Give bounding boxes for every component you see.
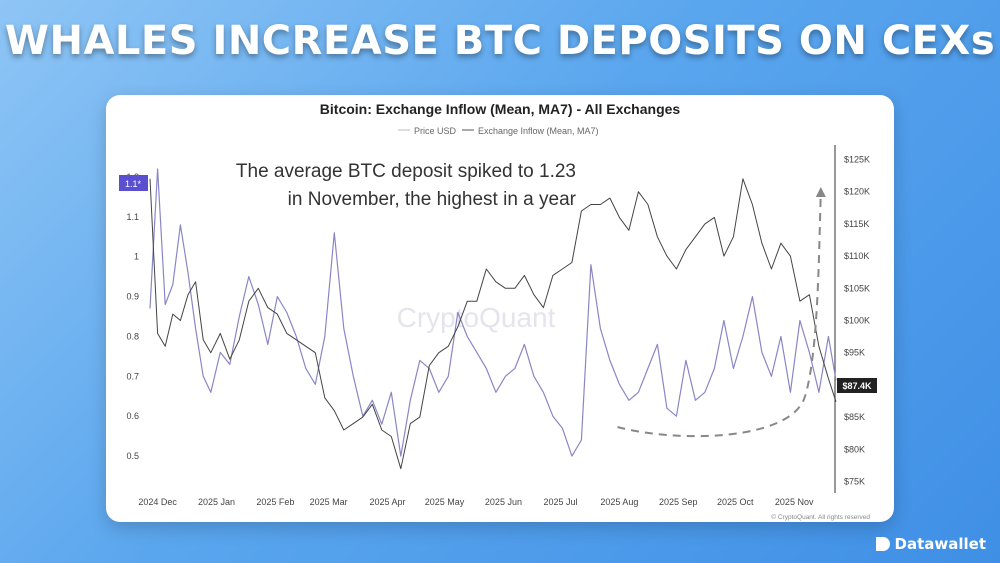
left-tick-label-4: 0.9 xyxy=(126,292,139,302)
x-tick-label-7: 2025 Jul xyxy=(543,497,577,507)
annotation-text-0: The average BTC deposit spiked to 1.23 xyxy=(236,161,576,182)
annotation-arrow-line xyxy=(617,194,822,438)
x-tick-label-11: 2025 Nov xyxy=(775,497,814,507)
x-tick-label-8: 2025 Aug xyxy=(600,497,638,507)
right-tick-label-4: $95K xyxy=(844,348,865,358)
inflow-current-marker-bg xyxy=(119,175,148,191)
right-tick-label-10: $125K xyxy=(844,154,870,164)
headline: WHALES INCREASE BTC DEPOSITS ON CEXs xyxy=(4,18,996,64)
x-tick-label-3: 2025 Mar xyxy=(310,497,348,507)
right-tick-label-9: $120K xyxy=(844,187,870,197)
copyright: © CryptoQuant. All rights reserved xyxy=(771,513,870,521)
left-tick-label-6: 1.1 xyxy=(126,212,139,222)
datawallet-logo-icon xyxy=(875,537,890,551)
right-tick-label-5: $100K xyxy=(844,316,870,326)
price-current-marker-bg xyxy=(837,378,877,393)
chart-title: Bitcoin: Exchange Inflow (Mean, MA7) - A… xyxy=(320,101,681,117)
legend-inflow: Exchange Inflow (Mean, MA7) xyxy=(478,126,599,136)
watermark: CryptoQuant xyxy=(397,302,556,333)
series-line-price xyxy=(149,178,837,470)
chart-card: Bitcoin: Exchange Inflow (Mean, MA7) - A… xyxy=(106,95,894,522)
annotation-arrow-head xyxy=(815,187,826,197)
left-tick-label-0: 0.5 xyxy=(126,451,139,461)
right-tick-label-7: $110K xyxy=(844,251,869,261)
right-tick-label-2: $85K xyxy=(844,412,865,422)
x-tick-label-2: 2025 Feb xyxy=(256,497,294,507)
right-tick-label-6: $105K xyxy=(844,283,870,293)
inflow-current-marker: 1.1* xyxy=(125,179,142,189)
x-tick-label-0: 2024 Dec xyxy=(138,497,177,507)
brand-logo: Datawallet xyxy=(875,535,986,553)
annotation-text-1: in November, the highest in a year xyxy=(288,189,577,210)
chart-svg: Bitcoin: Exchange Inflow (Mean, MA7) - A… xyxy=(119,101,877,521)
right-tick-label-1: $80K xyxy=(844,444,865,454)
left-tick-label-5: 1 xyxy=(134,252,139,262)
legend-price: Price USD xyxy=(414,126,457,136)
x-tick-label-6: 2025 Jun xyxy=(485,497,522,507)
x-tick-label-9: 2025 Sep xyxy=(659,497,698,507)
series-line-inflow xyxy=(149,168,837,457)
brand-name: Datawallet xyxy=(894,535,986,553)
x-tick-label-4: 2025 Apr xyxy=(370,497,406,507)
right-tick-label-8: $115K xyxy=(844,219,869,229)
left-tick-label-1: 0.6 xyxy=(126,411,139,421)
x-tick-label-5: 2025 May xyxy=(425,497,465,507)
x-tick-label-1: 2025 Jan xyxy=(198,497,235,507)
right-tick-label-0: $75K xyxy=(844,477,865,487)
left-tick-label-2: 0.7 xyxy=(126,371,139,381)
x-tick-label-10: 2025 Oct xyxy=(717,497,754,507)
left-tick-label-3: 0.8 xyxy=(126,331,139,341)
price-current-marker: $87.4K xyxy=(842,381,872,391)
